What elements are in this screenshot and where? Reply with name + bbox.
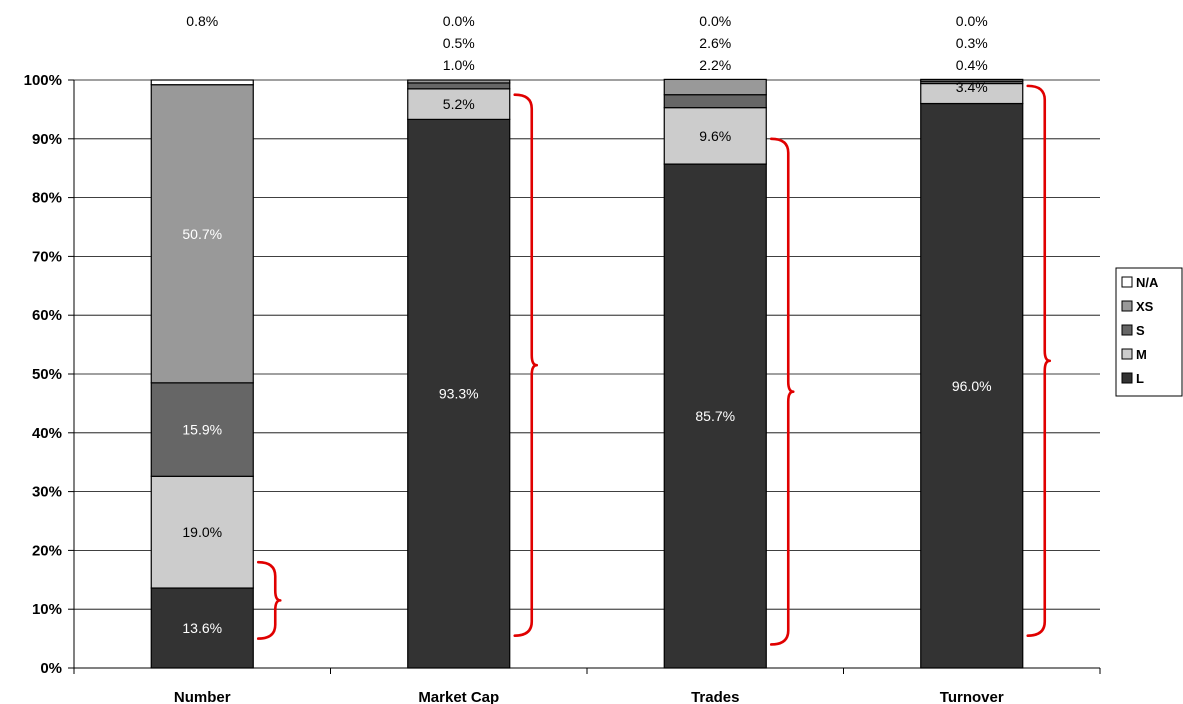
legend-swatch <box>1121 276 1133 288</box>
data-labels: 13.6% 19.0% 15.9% 50.7% 0.8% 93.3% 5.2% 0.0% 0.5… <box>182 13 991 636</box>
y-tick-label: 30% <box>32 484 62 501</box>
y-tick-label: 50% <box>32 366 62 383</box>
y-tick-label: 0% <box>40 660 62 677</box>
data-label: 96.0% <box>952 378 992 394</box>
brackets <box>256 84 1052 646</box>
bar-segment <box>920 102 1024 669</box>
axes: 0% 10% 20% 30% 40% 50% 60% 70% 80% 90% 100% Number M… <box>24 72 1101 704</box>
data-label: 9.6% <box>699 128 731 144</box>
bar-segment <box>407 118 511 669</box>
data-label: 0.4% <box>956 57 988 73</box>
bar-segment <box>150 382 254 477</box>
data-label: 1.0% <box>443 57 475 73</box>
data-label: 3.4% <box>956 79 988 95</box>
y-tick-label: 60% <box>32 307 62 324</box>
y-tick-label: 80% <box>32 190 62 207</box>
data-label: 0.0% <box>956 13 988 29</box>
data-label: 15.9% <box>182 422 222 438</box>
data-label: 50.7% <box>182 226 222 242</box>
legend-label: M <box>1136 347 1147 362</box>
x-tick-label: Turnover <box>940 689 1004 704</box>
legend-label: XS <box>1136 299 1154 314</box>
bar-segment <box>407 79 511 84</box>
y-tick-label: 100% <box>24 72 62 89</box>
bar-segment <box>407 82 511 90</box>
data-label: 0.5% <box>443 35 475 51</box>
x-tick-label: Market Cap <box>418 689 499 704</box>
legend-label: L <box>1136 371 1144 386</box>
y-tick-label: 70% <box>32 248 62 265</box>
data-label: 2.2% <box>699 57 731 73</box>
data-label: 0.3% <box>956 35 988 51</box>
legend-swatch <box>1121 324 1133 336</box>
bracket <box>1026 84 1052 637</box>
x-tick-label: Trades <box>691 689 739 704</box>
data-label: 0.0% <box>443 13 475 29</box>
bar-segment <box>150 79 254 86</box>
y-tick-label: 20% <box>32 542 62 559</box>
legend-swatch <box>1121 348 1133 360</box>
bar-segment <box>150 475 254 589</box>
bar-segment <box>920 78 1024 82</box>
legend: N/A XS SML <box>1115 267 1183 397</box>
data-label: 5.2% <box>443 96 475 112</box>
bars <box>150 78 1024 669</box>
legend-label: S <box>1136 323 1145 338</box>
data-label: 0.8% <box>186 13 218 29</box>
x-tick-label: Number <box>174 689 231 704</box>
bar-segment <box>663 107 767 165</box>
bracket <box>769 137 795 646</box>
data-label: 13.6% <box>182 620 222 636</box>
bar-segment <box>663 78 767 96</box>
y-tick-label: 40% <box>32 425 62 442</box>
legend-swatch <box>1121 372 1133 384</box>
bar-segment <box>663 94 767 109</box>
data-label: 2.6% <box>699 35 731 51</box>
y-tick-label: 90% <box>32 131 62 148</box>
data-label: 85.7% <box>695 408 735 424</box>
y-tick-label: 10% <box>32 601 62 618</box>
data-label: 93.3% <box>439 386 479 402</box>
bracket <box>513 93 539 637</box>
legend-swatch <box>1121 300 1133 312</box>
bar-segment <box>150 84 254 384</box>
legend-label: N/A <box>1136 275 1159 290</box>
bracket <box>256 560 282 640</box>
data-label: 19.0% <box>182 524 222 540</box>
bar-segment <box>407 88 511 120</box>
data-label: 0.0% <box>699 13 731 29</box>
